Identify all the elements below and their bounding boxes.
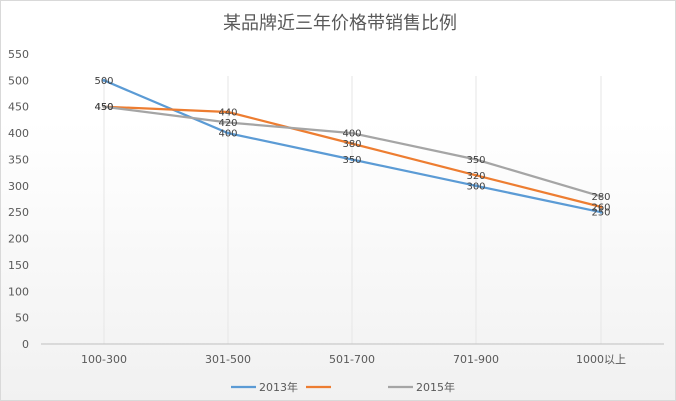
data-label: 350 bbox=[342, 155, 361, 166]
data-label: 300 bbox=[466, 181, 485, 192]
gridlines bbox=[103, 76, 602, 344]
data-label: 440 bbox=[218, 108, 237, 119]
data-point bbox=[102, 78, 106, 82]
chart-title: 某品牌近三年价格带销售比例 bbox=[223, 13, 457, 34]
data-point bbox=[226, 110, 230, 114]
x-axis-ticks: 100-300 301-500 501-700 701-900 1000以上 bbox=[81, 353, 626, 366]
data-label: 420 bbox=[218, 118, 237, 129]
y-tick-label: 150 bbox=[8, 259, 29, 272]
data-point bbox=[350, 131, 354, 135]
y-axis-ticks: 0 50 100 150 200 250 300 350 400 450 500 550 bbox=[8, 48, 29, 351]
x-tick-label: 1000以上 bbox=[576, 353, 626, 366]
y-tick-label: 400 bbox=[8, 127, 29, 140]
data-label: 250 bbox=[591, 208, 610, 219]
data-label: 280 bbox=[591, 192, 610, 203]
data-point bbox=[599, 205, 603, 209]
data-point bbox=[599, 194, 603, 198]
y-tick-label: 550 bbox=[8, 48, 29, 61]
y-tick-label: 200 bbox=[8, 233, 29, 246]
data-point bbox=[474, 173, 478, 177]
data-point bbox=[350, 142, 354, 146]
x-tick-label: 100-300 bbox=[81, 353, 127, 366]
data-point bbox=[226, 121, 230, 124]
y-tick-label: 450 bbox=[8, 101, 29, 114]
data-label: 320 bbox=[466, 171, 485, 182]
y-tick-label: 0 bbox=[22, 338, 29, 351]
y-tick-label: 100 bbox=[8, 285, 29, 298]
data-label: 450 bbox=[94, 102, 113, 113]
y-tick-label: 250 bbox=[8, 206, 29, 219]
data-label: 380 bbox=[342, 139, 361, 150]
x-tick-label: 501-700 bbox=[329, 353, 375, 366]
x-tick-label: 701-900 bbox=[453, 353, 499, 366]
data-point bbox=[102, 105, 106, 109]
data-label: 260 bbox=[591, 202, 610, 213]
data-point bbox=[474, 158, 478, 161]
data-label: 350 bbox=[466, 155, 485, 166]
y-tick-label: 350 bbox=[8, 153, 29, 166]
x-tick-label: 301-500 bbox=[205, 353, 251, 366]
series-lines bbox=[102, 78, 603, 214]
data-label: 500 bbox=[94, 76, 113, 87]
data-label: 450 bbox=[94, 102, 113, 113]
data-label: 400 bbox=[218, 129, 237, 140]
data-point bbox=[474, 184, 478, 188]
data-point bbox=[599, 210, 603, 214]
data-point bbox=[350, 158, 354, 161]
y-tick-label: 50 bbox=[15, 312, 29, 325]
y-tick-label: 500 bbox=[8, 74, 29, 87]
legend: 2013年 2015年 bbox=[231, 380, 455, 394]
y-tick-label: 300 bbox=[8, 180, 29, 193]
legend-label: 2015年 bbox=[416, 380, 455, 394]
legend-label: 2013年 bbox=[259, 380, 298, 394]
data-label: 400 bbox=[342, 129, 361, 140]
data-point bbox=[226, 131, 230, 135]
